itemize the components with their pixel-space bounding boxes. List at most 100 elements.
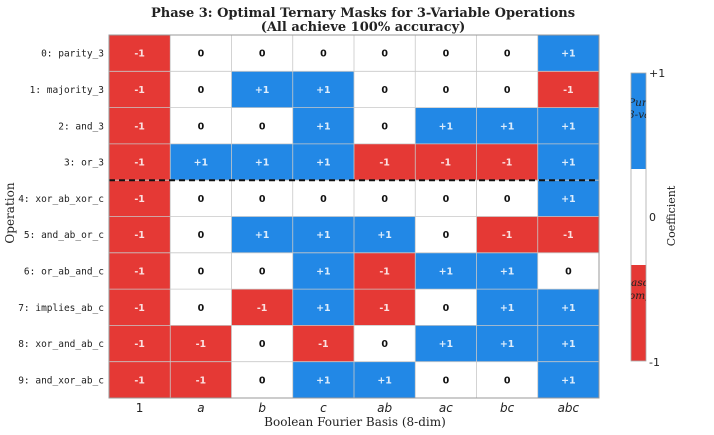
heatmap-cell (537, 216, 600, 254)
cell-value-label: -1 (134, 303, 145, 314)
cell-value-label: +1 (561, 194, 576, 205)
y-tick-label: 4: xor_ab_xor_c (18, 194, 104, 205)
heatmap-cell (109, 361, 171, 399)
x-tick-labels: 1 a b c ab ac bc abc (136, 401, 580, 415)
cell-value-label: 0 (198, 266, 205, 277)
heatmap-cell (354, 143, 416, 181)
heatmap-cell (354, 216, 416, 254)
colorbar: +1 0 -1 Coefficient (630, 67, 678, 369)
heatmap-cell (354, 289, 416, 326)
heatmap-cell (292, 216, 355, 254)
cell-value-label: -1 (379, 158, 390, 169)
heatmap-cell (354, 325, 416, 363)
cell-value-label: 0 (198, 303, 205, 314)
cell-value-label: -1 (134, 194, 145, 205)
heatmap-cell (170, 180, 232, 217)
y-tick-label: 2: and_3 (58, 121, 104, 132)
cell-value-label: 0 (259, 194, 266, 205)
heatmap-cell (537, 107, 600, 145)
heatmap-cell (537, 325, 600, 363)
chart-subtitle: (All achieve 100% accuracy) (261, 20, 466, 35)
heatmap-cell (170, 35, 232, 72)
cell-value-label: 0 (443, 49, 450, 60)
cell-value-label: 0 (198, 194, 205, 205)
cell-value-label: +1 (561, 158, 576, 169)
cell-value-label: 0 (443, 230, 450, 241)
heatmap-cell (476, 361, 539, 399)
cell-value-label: 0 (381, 85, 388, 96)
cell-value-label: +1 (316, 375, 331, 386)
heatmap-cell (537, 252, 600, 290)
heatmap-cells (109, 35, 600, 399)
heatmap-cell (415, 252, 477, 290)
cell-value-label: +1 (255, 158, 270, 169)
x-tick-label: a (197, 401, 204, 415)
heatmap-cell (354, 180, 416, 217)
cell-value-label: -1 (196, 339, 207, 350)
cell-value-label: 0 (504, 194, 511, 205)
heatmap-cell (354, 361, 416, 399)
cell-value-label: -1 (502, 158, 513, 169)
cell-value-label: 0 (504, 49, 511, 60)
heatmap-cell (292, 71, 355, 109)
heatmap-cell (354, 35, 416, 72)
heatmap-cell (231, 361, 294, 399)
x-axis-label: Boolean Fourier Basis (8-dim) (264, 415, 446, 429)
heatmap-cell (292, 180, 355, 217)
heatmap-cell (109, 107, 171, 145)
heatmap-grid (109, 35, 599, 398)
cell-value-label: +1 (561, 303, 576, 314)
cell-value-label: 0 (443, 303, 450, 314)
cell-value-label: -1 (318, 339, 329, 350)
heatmap-cell (231, 71, 294, 109)
y-tick-label: 5: and_ab_or_c (24, 230, 104, 241)
pure-3var-annotation-line1: Pure (627, 97, 653, 109)
cell-value-label: 0 (381, 49, 388, 60)
heatmap-cell (476, 71, 539, 109)
heatmap-cell (476, 325, 539, 363)
cell-value-label: +1 (316, 230, 331, 241)
heatmap-cell (292, 325, 355, 363)
y-tick-label: 1: majority_3 (30, 85, 104, 96)
cell-value-label: +1 (500, 303, 515, 314)
cell-value-label: -1 (134, 230, 145, 241)
heatmap-cell (170, 143, 232, 181)
cell-value-label: +1 (316, 303, 331, 314)
cell-value-label: +1 (439, 266, 454, 277)
heatmap-cell (109, 325, 171, 363)
heatmap-cell (354, 107, 416, 145)
cell-value-label: -1 (134, 339, 145, 350)
heatmap-cell (109, 216, 171, 254)
heatmap-cell (170, 71, 232, 109)
x-tick-label: ab (377, 401, 392, 415)
cell-value-label: 0 (381, 121, 388, 132)
heatmap-cell (292, 289, 355, 326)
cell-value-label: 0 (259, 339, 266, 350)
heatmap-cell (415, 325, 477, 363)
heatmap-cell (292, 107, 355, 145)
cell-value-label: -1 (563, 230, 574, 241)
heatmap-cell (109, 143, 171, 181)
cell-value-label: -1 (379, 303, 390, 314)
x-tick-label: c (320, 401, 327, 415)
heatmap-cell (231, 216, 294, 254)
heatmap-cell (292, 252, 355, 290)
heatmap-cell (476, 289, 539, 326)
y-tick-label: 9: and_xor_ab_c (18, 375, 104, 386)
heatmap-cell (170, 216, 232, 254)
heatmap-cell (109, 71, 171, 109)
cell-value-label: 0 (381, 194, 388, 205)
cell-value-label: -1 (563, 85, 574, 96)
heatmap-cell (109, 289, 171, 326)
heatmap-cell (476, 143, 539, 181)
heatmap-cell (476, 252, 539, 290)
heatmap-cell (109, 252, 171, 290)
x-tick-label: bc (500, 401, 515, 415)
cell-value-label: +1 (316, 121, 331, 132)
heatmap-cell (537, 361, 600, 399)
x-tick-label: 1 (136, 401, 144, 415)
colorbar-positive-segment (631, 73, 646, 169)
colorbar-annotations: Pure 3-var Cascade compositions (627, 97, 653, 302)
cell-value-label: -1 (196, 375, 207, 386)
